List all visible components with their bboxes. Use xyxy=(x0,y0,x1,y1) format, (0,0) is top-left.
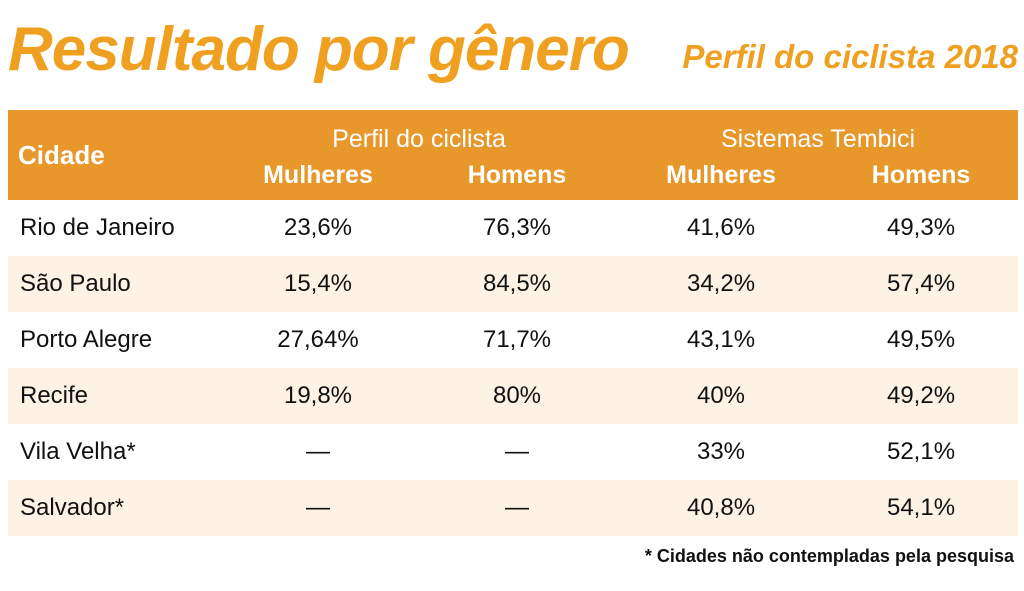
table-row: Rio de Janeiro 23,6% 76,3% 41,6% 49,3% xyxy=(8,200,1019,256)
value-cell: 19,8% xyxy=(220,368,416,424)
value-cell: 76,3% xyxy=(416,200,619,256)
column-header-perfil-mulheres: Mulheres xyxy=(220,154,416,200)
page-title: Resultado por gênero xyxy=(8,15,630,84)
value-cell: 27,64% xyxy=(220,312,416,368)
column-header-tembici-homens: Homens xyxy=(824,154,1019,200)
value-cell: — xyxy=(220,480,416,536)
value-cell: 40% xyxy=(618,368,825,424)
table-row: Vila Velha* — — 33% 52,1% xyxy=(8,424,1019,480)
value-cell: 33% xyxy=(618,424,825,480)
value-cell: — xyxy=(220,424,416,480)
value-cell: 52,1% xyxy=(824,424,1019,480)
city-cell: Vila Velha* xyxy=(8,424,220,480)
table-body: Rio de Janeiro 23,6% 76,3% 41,6% 49,3% S… xyxy=(8,200,1019,536)
column-header-city: Cidade xyxy=(8,110,220,200)
table-row: Salvador* — — 40,8% 54,1% xyxy=(8,480,1019,536)
value-cell: 80% xyxy=(416,368,619,424)
value-cell: 54,1% xyxy=(824,480,1019,536)
city-cell: Rio de Janeiro xyxy=(8,200,220,256)
header-row-genders: Mulheres Homens Mulheres Homens xyxy=(8,154,1019,200)
value-cell: 34,2% xyxy=(618,256,825,312)
footnote: * Cidades não contempladas pela pesquisa xyxy=(644,546,1014,566)
value-cell: 57,4% xyxy=(824,256,1019,312)
value-cell: 49,2% xyxy=(824,368,1019,424)
title-area: Resultado por gênero Perfil do ciclista … xyxy=(8,10,1018,90)
city-cell: São Paulo xyxy=(8,256,220,312)
table-row: São Paulo 15,4% 84,5% 34,2% 57,4% xyxy=(8,256,1019,312)
value-cell: 84,5% xyxy=(416,256,619,312)
value-cell: — xyxy=(416,480,619,536)
column-header-tembici-mulheres: Mulheres xyxy=(618,154,825,200)
city-cell: Porto Alegre xyxy=(8,312,220,368)
column-header-perfil-homens: Homens xyxy=(416,154,619,200)
header-row-groups: Cidade Perfil do ciclista Sistemas Tembi… xyxy=(8,110,1019,200)
value-cell: 23,6% xyxy=(220,200,416,256)
city-cell: Salvador* xyxy=(8,480,220,536)
column-group-perfil: Perfil do ciclista xyxy=(220,110,619,154)
value-cell: 43,1% xyxy=(618,312,825,368)
value-cell: — xyxy=(416,424,619,480)
value-cell: 41,6% xyxy=(618,200,825,256)
column-group-tembici: Sistemas Tembici xyxy=(618,110,1019,154)
table-row: Porto Alegre 27,64% 71,7% 43,1% 49,5% xyxy=(8,312,1019,368)
value-cell: 15,4% xyxy=(220,256,416,312)
value-cell: 49,3% xyxy=(824,200,1019,256)
city-cell: Recife xyxy=(8,368,220,424)
table-row: Recife 19,8% 80% 40% 49,2% xyxy=(8,368,1019,424)
value-cell: 49,5% xyxy=(824,312,1019,368)
results-table: Cidade Perfil do ciclista Sistemas Tembi… xyxy=(8,110,1019,536)
page-subtitle: Perfil do ciclista 2018 xyxy=(682,38,1018,75)
value-cell: 71,7% xyxy=(416,312,619,368)
value-cell: 40,8% xyxy=(618,480,825,536)
